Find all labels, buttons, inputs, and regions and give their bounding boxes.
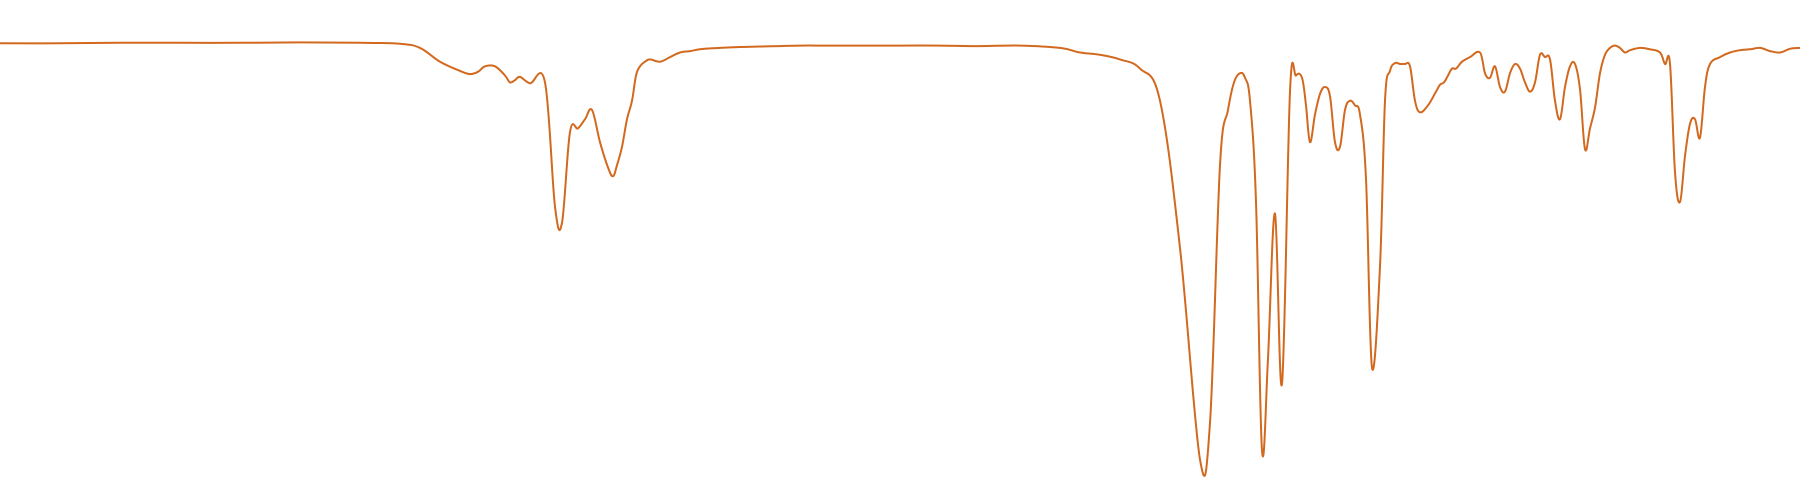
- spectrum-series-line: [0, 41, 1800, 477]
